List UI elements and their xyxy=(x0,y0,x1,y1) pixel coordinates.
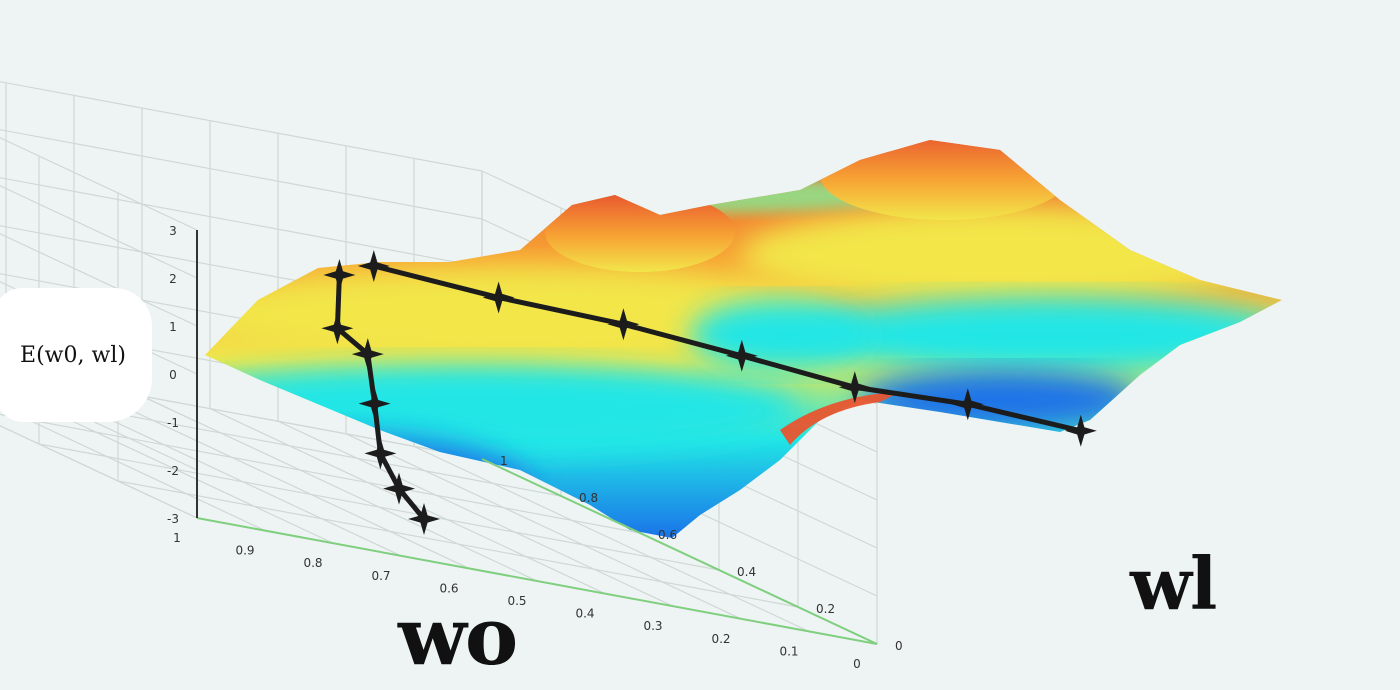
x-tick-label: 0.7 xyxy=(371,569,390,583)
floor-grid-line xyxy=(345,433,742,620)
surface-zone-cyan xyxy=(690,300,870,370)
y-axis-title: wl xyxy=(1130,541,1217,626)
floor-grid-line xyxy=(117,480,799,608)
y-tick-label: 0 xyxy=(895,639,903,653)
x-tick-label: 0.8 xyxy=(303,556,322,570)
x-tick-label: 0.5 xyxy=(507,594,526,608)
descent-step-marker xyxy=(383,472,415,505)
descent-step-marker xyxy=(607,308,640,341)
floor-grid-line xyxy=(0,413,641,534)
y-tick-label: 0.2 xyxy=(816,602,835,616)
wall-grid-line xyxy=(0,81,483,172)
floor-grid-line xyxy=(141,395,538,582)
x-axis-title: wo xyxy=(398,589,518,683)
surface-peak xyxy=(545,192,735,272)
surface-zone-yellow xyxy=(740,205,1260,305)
z-tick-label: 1 xyxy=(169,320,177,334)
descent-step-marker xyxy=(357,250,390,282)
descent-step-marker xyxy=(351,338,384,371)
surface-peak xyxy=(820,140,1070,220)
descent-step-marker xyxy=(408,503,440,535)
x-tick-label: 0.3 xyxy=(643,619,662,633)
floor-grid-line xyxy=(413,445,810,632)
x-tick-label: 0.6 xyxy=(439,581,458,595)
descent-step-marker xyxy=(725,339,758,372)
wall-grid-line xyxy=(0,137,198,231)
descent-step-marker xyxy=(951,388,984,421)
x-axis-line xyxy=(196,517,878,645)
y-tick-label: 0.8 xyxy=(579,491,598,505)
y-tick-label: 0.6 xyxy=(658,528,677,542)
surface-valley xyxy=(860,370,1140,430)
descent-step-marker xyxy=(482,281,515,314)
z-tick-label: 0 xyxy=(169,368,177,382)
surface-ridge xyxy=(780,392,900,445)
z-tick-label: -1 xyxy=(167,416,179,430)
x-tick-label: 0.4 xyxy=(575,607,594,621)
descent-step-marker xyxy=(1064,414,1097,447)
x-tick-label: 0.1 xyxy=(779,644,798,658)
z-tick-label: 2 xyxy=(169,272,177,286)
floor-grid-line xyxy=(0,391,562,497)
wall-grid-line xyxy=(0,425,198,519)
wall-grid-line xyxy=(0,129,483,220)
descent-step-marker xyxy=(323,259,356,291)
z-tick-label: -3 xyxy=(167,512,179,526)
floor-grid-line xyxy=(277,420,674,607)
descent-step-marker xyxy=(358,387,391,420)
x-tick-label: 0 xyxy=(853,657,861,671)
x-tick-label: 1 xyxy=(173,531,181,545)
wall-grid-line xyxy=(0,377,198,471)
x-tick-label: 0.2 xyxy=(711,632,730,646)
floor-grid-line xyxy=(0,405,266,532)
x-tick-label: 0.9 xyxy=(235,544,254,558)
floor-grid-line xyxy=(73,382,470,569)
descent-step-marker xyxy=(838,371,871,404)
axes xyxy=(196,230,878,645)
z-axis-title: E(w0, wl) xyxy=(0,288,152,422)
z-tick-label: -2 xyxy=(167,464,179,478)
surface-zone-cyan xyxy=(800,297,1282,373)
y-tick-label: 0.4 xyxy=(737,565,756,579)
descent-step-marker xyxy=(364,437,397,470)
floor-grid-line xyxy=(38,443,720,571)
wall-grid-line xyxy=(0,185,198,279)
error-surface xyxy=(205,140,1282,538)
tick-labels: 1 0.9 0.8 0.7 0.6 0.5 0.4 0.3 0.2 0.1 0 0 0.2 0.4 0.6 0… xyxy=(167,224,903,671)
descent-step-marker xyxy=(321,312,354,345)
wall-grid-line xyxy=(0,177,483,268)
z-tick-label: 3 xyxy=(169,224,177,238)
descent-paths xyxy=(321,250,1097,535)
y-axis-line xyxy=(481,458,878,645)
y-tick-label: 1 xyxy=(500,454,508,468)
